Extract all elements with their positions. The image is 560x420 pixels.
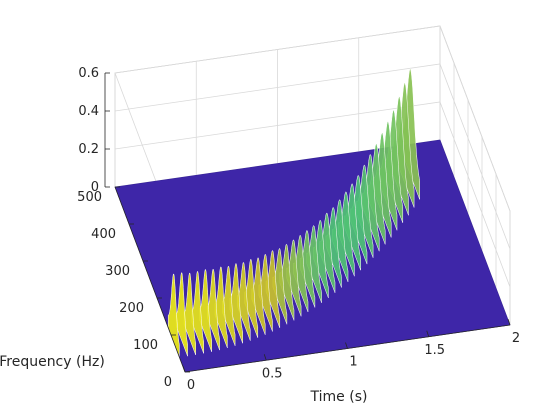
x-tick-label: 1: [349, 355, 357, 370]
y-axis-label: Frequency (Hz): [0, 354, 105, 370]
z-tick-label: 0.4: [78, 104, 99, 119]
x-tick-mark: [426, 330, 430, 337]
y-tick-label: 200: [119, 301, 144, 316]
axis-layer: [104, 72, 511, 373]
x-axis-label: Time (s): [310, 389, 368, 405]
x-tick-label: 0: [187, 378, 195, 393]
ridge-slice: [191, 271, 204, 354]
y-tick-label: 500: [77, 190, 102, 205]
x-tick-mark: [263, 354, 267, 361]
z-tick-label: 0.2: [78, 142, 99, 157]
x-tick-label: 1.5: [424, 343, 445, 358]
ridge-slice: [175, 272, 188, 357]
x-tick-label: 2: [512, 331, 520, 346]
ridge-layer: [167, 68, 420, 358]
ridge-slice: [199, 269, 212, 352]
x-tick-mark: [507, 318, 511, 326]
ridge-slice: [167, 273, 180, 358]
z-tick-label: 0: [91, 180, 99, 195]
x-tick-mark: [345, 342, 348, 349]
y-tick-label: 100: [133, 338, 158, 353]
top-edge: [114, 25, 511, 259]
x-tick-mark: [182, 365, 186, 373]
y-tick-label: 0: [164, 375, 172, 390]
y-tick-label: 400: [91, 227, 116, 242]
ridge-slice: [183, 272, 196, 356]
y-tick-label: 300: [105, 264, 130, 279]
y-axis-line: [114, 186, 186, 373]
x-tick-label: 0.5: [262, 366, 283, 381]
z-tick-label: 0.6: [78, 66, 99, 81]
